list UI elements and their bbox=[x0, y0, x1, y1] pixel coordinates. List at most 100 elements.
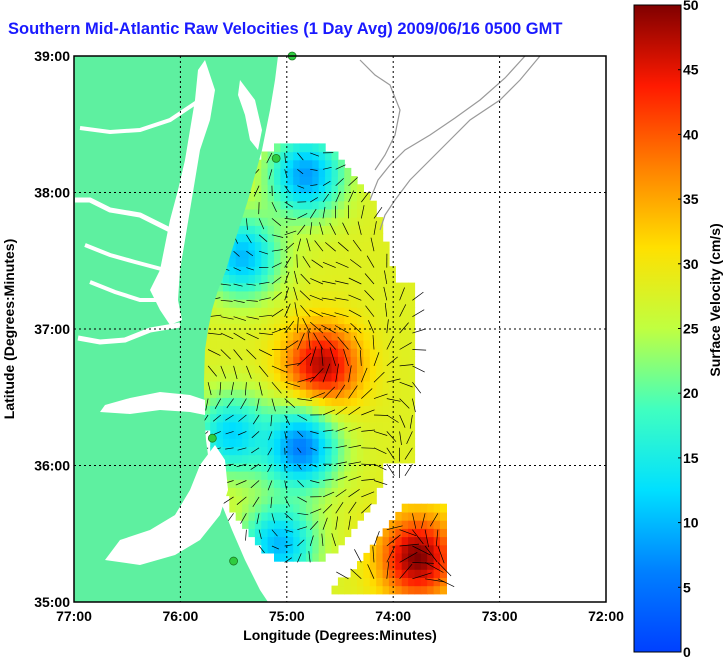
velocity-cell bbox=[414, 511, 422, 521]
velocity-cell bbox=[382, 339, 390, 349]
velocity-cell bbox=[401, 323, 409, 333]
colorbar-tick-label: 35 bbox=[683, 191, 699, 207]
velocity-cell bbox=[254, 421, 262, 431]
velocity-cell bbox=[254, 176, 262, 185]
velocity-cell bbox=[312, 151, 320, 161]
velocity-cell bbox=[286, 446, 294, 456]
velocity-cell bbox=[216, 331, 224, 341]
velocity-cell bbox=[261, 331, 269, 341]
velocity-vector bbox=[412, 309, 425, 318]
velocity-cell bbox=[254, 503, 262, 513]
velocity-vector bbox=[284, 529, 294, 533]
velocity-vector bbox=[399, 529, 417, 537]
velocity-cell bbox=[248, 438, 256, 447]
velocity-cell bbox=[395, 290, 403, 300]
velocity-vector bbox=[220, 299, 233, 302]
velocity-cell bbox=[376, 356, 384, 366]
velocity-cell bbox=[369, 299, 377, 308]
velocity-cell bbox=[427, 503, 435, 513]
velocity-vector bbox=[373, 480, 388, 486]
velocity-cell bbox=[274, 421, 281, 431]
velocity-vector bbox=[220, 365, 227, 379]
velocity-cell bbox=[388, 266, 396, 275]
velocity-cell bbox=[293, 462, 301, 472]
velocity-cell bbox=[286, 462, 294, 472]
velocity-cell bbox=[357, 315, 364, 325]
velocity-cell bbox=[344, 528, 352, 538]
velocity-cell bbox=[280, 479, 288, 488]
velocity-cell bbox=[280, 397, 288, 406]
velocity-cell bbox=[357, 430, 364, 439]
velocity-vector bbox=[271, 276, 282, 285]
velocity-vector bbox=[337, 241, 349, 252]
velocity-vector bbox=[220, 349, 231, 360]
velocity-cell bbox=[331, 192, 339, 202]
velocity-cell bbox=[235, 290, 243, 300]
velocity-cell bbox=[261, 462, 269, 472]
velocity-cell bbox=[408, 299, 416, 308]
velocity-vector bbox=[284, 230, 297, 236]
velocity-vector bbox=[364, 273, 375, 285]
velocity-cell bbox=[388, 446, 396, 456]
velocity-cell bbox=[395, 577, 403, 587]
velocity-vector bbox=[335, 191, 341, 203]
velocity-cell bbox=[274, 503, 281, 513]
velocity-cell bbox=[274, 495, 281, 505]
velocity-cell bbox=[325, 323, 333, 333]
velocity-cell bbox=[306, 520, 313, 529]
velocity-cell bbox=[293, 151, 301, 161]
velocity-cell bbox=[325, 430, 333, 439]
velocity-cell bbox=[299, 192, 307, 202]
velocity-vector bbox=[322, 409, 336, 416]
velocity-vector bbox=[309, 535, 314, 547]
velocity-vector bbox=[246, 316, 260, 320]
velocity-vector bbox=[322, 166, 332, 170]
velocity-vector bbox=[386, 336, 394, 350]
velocity-cell bbox=[261, 167, 269, 177]
velocity-vector bbox=[386, 561, 390, 579]
velocity-cell bbox=[306, 405, 313, 415]
velocity-vector bbox=[297, 169, 304, 175]
velocity-cell bbox=[337, 454, 345, 464]
velocity-cell bbox=[369, 274, 377, 284]
velocity-cell bbox=[293, 192, 301, 202]
velocity-cell bbox=[318, 282, 326, 292]
velocity-cell bbox=[408, 380, 416, 390]
velocity-cell bbox=[274, 249, 281, 259]
velocity-cell bbox=[331, 217, 339, 226]
velocity-cell bbox=[382, 544, 390, 554]
velocity-cell bbox=[331, 397, 339, 406]
velocity-cell bbox=[280, 552, 288, 562]
velocity-cell bbox=[337, 241, 345, 251]
station-marker bbox=[271, 153, 281, 163]
velocity-cell bbox=[363, 290, 371, 300]
velocity-cell bbox=[369, 208, 377, 218]
velocity-vector bbox=[284, 544, 293, 547]
velocity-cell bbox=[223, 348, 230, 357]
velocity-cell bbox=[203, 380, 211, 390]
velocity-cell bbox=[318, 192, 326, 202]
velocity-cell bbox=[363, 372, 371, 382]
velocity-cell bbox=[248, 462, 256, 472]
velocity-cell bbox=[401, 348, 409, 357]
velocity-cell bbox=[280, 200, 288, 210]
velocity-cell bbox=[254, 331, 262, 341]
velocity-cell bbox=[369, 462, 377, 472]
velocity-vector bbox=[230, 382, 234, 396]
velocity-cell bbox=[299, 397, 307, 406]
velocity-cell bbox=[306, 511, 313, 521]
velocity-vector bbox=[322, 478, 334, 481]
velocity-cell bbox=[267, 413, 275, 423]
velocity-cell bbox=[369, 421, 377, 431]
velocity-cell bbox=[325, 339, 333, 349]
velocity-cell bbox=[210, 356, 218, 366]
velocity-cell bbox=[242, 233, 250, 243]
velocity-cell bbox=[350, 520, 358, 529]
velocity-cell bbox=[357, 364, 364, 374]
velocity-cell bbox=[363, 487, 371, 497]
velocity-cell bbox=[350, 421, 358, 431]
velocity-cell bbox=[248, 217, 256, 226]
velocity-vector bbox=[386, 534, 401, 547]
velocity-vector bbox=[297, 398, 313, 402]
velocity-cell bbox=[210, 397, 218, 406]
